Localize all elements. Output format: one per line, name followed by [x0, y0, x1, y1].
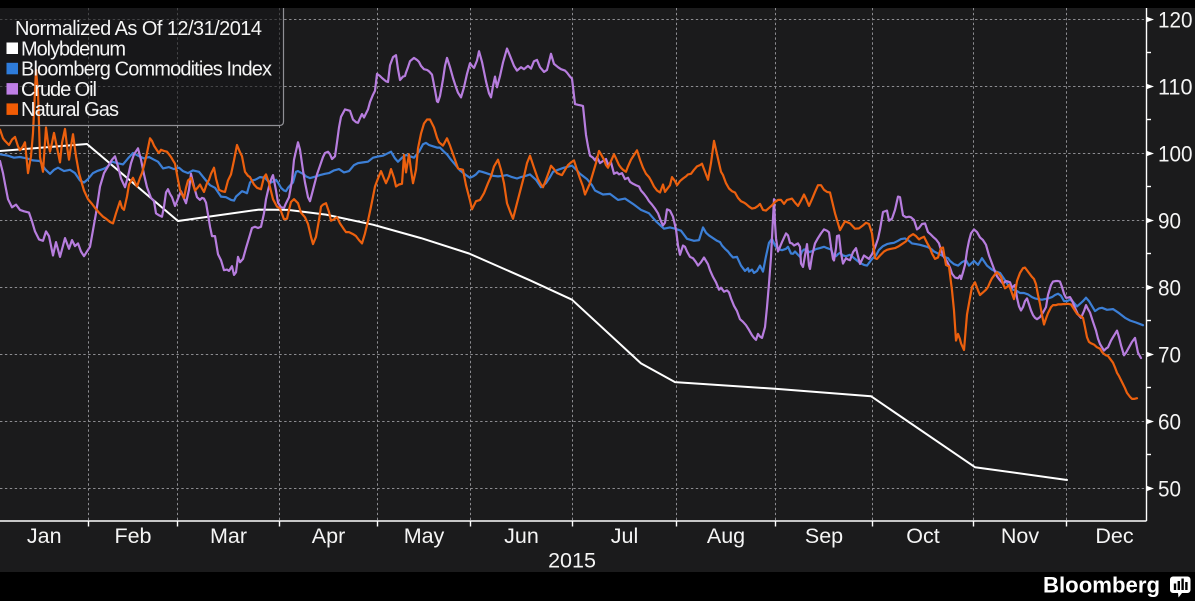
svg-text:Jul: Jul [611, 524, 638, 548]
svg-text:Bloomberg Commodities Index: Bloomberg Commodities Index [21, 59, 272, 81]
svg-text:Mar: Mar [210, 524, 247, 548]
svg-text:Bloomberg: Bloomberg [1043, 573, 1160, 598]
svg-text:Natural Gas: Natural Gas [21, 99, 119, 121]
svg-text:120: 120 [1158, 8, 1193, 33]
svg-text:Jun: Jun [504, 524, 539, 548]
svg-text:Aug: Aug [707, 524, 745, 548]
svg-text:80: 80 [1158, 276, 1181, 301]
svg-text:Dec: Dec [1095, 524, 1133, 548]
svg-text:Crude Oil: Crude Oil [21, 79, 97, 101]
svg-text:Apr: Apr [312, 524, 345, 548]
svg-text:Feb: Feb [114, 524, 151, 548]
svg-text:60: 60 [1158, 410, 1181, 435]
svg-text:50: 50 [1158, 477, 1181, 502]
svg-text:100: 100 [1158, 142, 1193, 167]
svg-text:Sep: Sep [805, 524, 843, 548]
svg-text:70: 70 [1158, 343, 1181, 368]
svg-text:May: May [404, 524, 445, 548]
svg-text:Jan: Jan [27, 524, 62, 548]
svg-text:110: 110 [1158, 75, 1193, 100]
svg-text:Nov: Nov [1001, 524, 1039, 548]
svg-text:2015: 2015 [548, 549, 596, 573]
svg-text:Normalized As Of 12/31/2014: Normalized As Of 12/31/2014 [15, 18, 262, 40]
svg-text:Oct: Oct [906, 524, 939, 548]
svg-text:90: 90 [1158, 209, 1181, 234]
svg-text:Molybdenum: Molybdenum [21, 38, 126, 60]
